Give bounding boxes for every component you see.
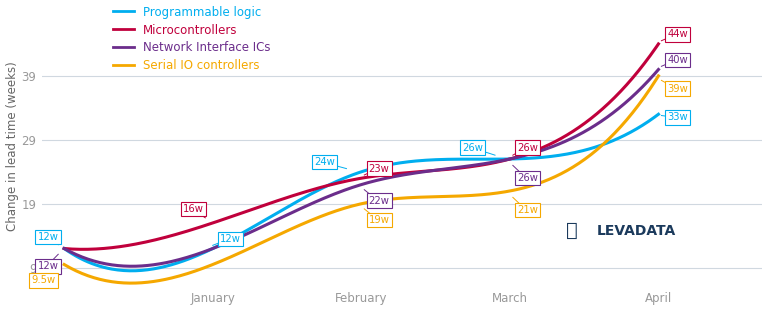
Y-axis label: Change in lead time (weeks): Change in lead time (weeks) (5, 61, 18, 231)
Text: 22w: 22w (369, 196, 389, 206)
Text: 9.5w: 9.5w (31, 276, 55, 285)
Legend: Programmable logic, Microcontrollers, Network Interface ICs, Serial IO controlle: Programmable logic, Microcontrollers, Ne… (113, 6, 271, 72)
Text: 19w: 19w (369, 215, 389, 225)
Text: 12w: 12w (220, 234, 241, 244)
Text: 12w: 12w (38, 262, 58, 272)
Text: 40w: 40w (667, 55, 688, 65)
Text: 24w: 24w (314, 157, 335, 167)
Text: LEVADATA: LEVADATA (597, 224, 676, 238)
Text: 39w: 39w (667, 84, 688, 94)
Text: ⦾: ⦾ (565, 221, 578, 240)
Text: 33w: 33w (667, 113, 688, 123)
Text: 16w: 16w (183, 204, 204, 214)
Text: 44w: 44w (667, 29, 688, 39)
Text: 26w: 26w (518, 173, 538, 183)
Text: 23w: 23w (369, 164, 389, 174)
Text: 26w: 26w (518, 142, 538, 152)
Text: 12w: 12w (38, 232, 58, 242)
Text: 21w: 21w (518, 205, 538, 215)
Text: 26w: 26w (462, 142, 483, 152)
